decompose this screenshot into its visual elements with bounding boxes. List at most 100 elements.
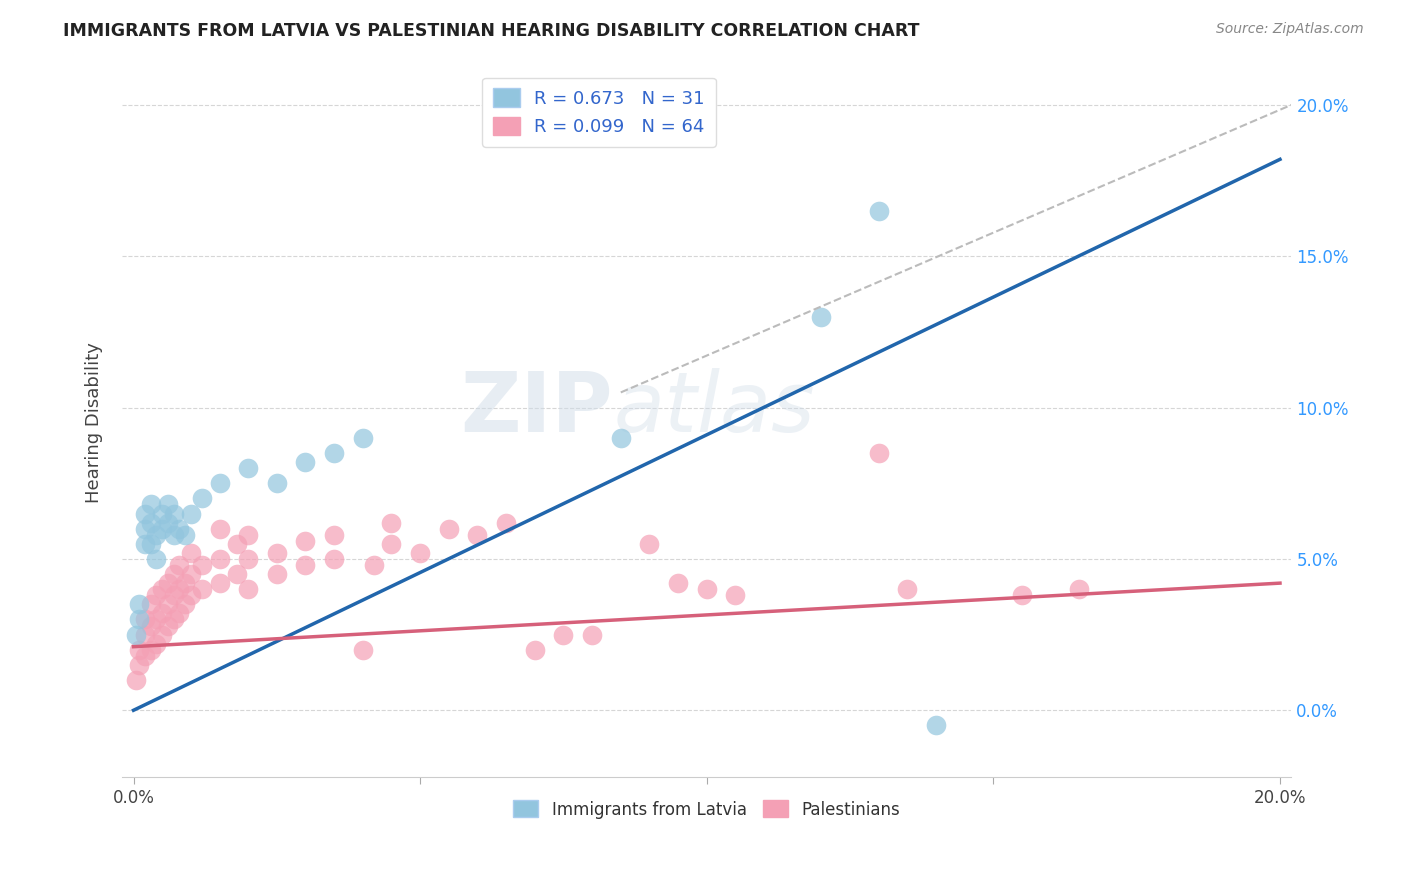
Point (145, 527, 167, 541)
Point (145, 552, 167, 566)
Point (294, 533, 316, 548)
Point (380, 537, 402, 551)
Point (225, 567, 247, 582)
Point (128, 597, 150, 611)
Point (238, 552, 260, 566)
Point (896, 582, 918, 597)
Point (208, 522, 231, 536)
Point (180, 507, 202, 521)
Point (191, 558, 214, 572)
Point (145, 612, 167, 626)
Point (150, 627, 173, 641)
Point (163, 527, 186, 541)
Point (134, 648, 156, 663)
Point (139, 537, 162, 551)
Point (380, 516, 402, 530)
Point (169, 522, 191, 536)
Point (150, 507, 173, 521)
Point (467, 527, 489, 541)
Point (145, 588, 167, 602)
Point (610, 431, 633, 445)
Point (266, 567, 288, 582)
Point (174, 597, 197, 611)
Point (208, 576, 231, 591)
Point (134, 612, 156, 626)
Text: IMMIGRANTS FROM LATVIA VS PALESTINIAN HEARING DISABILITY CORRELATION CHART: IMMIGRANTS FROM LATVIA VS PALESTINIAN HE… (63, 22, 920, 40)
Y-axis label: Hearing Disability: Hearing Disability (86, 343, 103, 503)
Point (238, 461, 260, 475)
Point (323, 552, 346, 566)
Point (139, 618, 162, 632)
Point (156, 516, 179, 530)
Point (810, 310, 832, 324)
Point (523, 642, 546, 657)
Point (437, 522, 460, 536)
Point (169, 558, 191, 572)
Point (139, 597, 162, 611)
Point (125, 627, 148, 641)
Point (495, 516, 517, 530)
Point (145, 637, 167, 651)
Point (1069, 582, 1091, 597)
Point (163, 588, 186, 602)
Point (174, 576, 197, 591)
Point (868, 446, 890, 460)
Point (156, 618, 179, 632)
Point (150, 582, 173, 597)
Point (139, 642, 162, 657)
Point (134, 522, 156, 536)
Point (666, 576, 689, 591)
Point (156, 597, 179, 611)
Point (134, 627, 156, 641)
Point (150, 522, 173, 536)
Point (191, 582, 214, 597)
Point (363, 558, 385, 572)
Point (125, 673, 148, 687)
Point (1011, 588, 1033, 602)
Point (266, 546, 288, 560)
Point (352, 642, 374, 657)
Point (139, 516, 162, 530)
Point (191, 491, 214, 506)
Point (128, 657, 150, 672)
Point (352, 431, 374, 445)
Point (128, 642, 150, 657)
Legend: Immigrants from Latvia, Palestinians: Immigrants from Latvia, Palestinians (506, 794, 907, 825)
Point (208, 476, 231, 491)
Point (238, 527, 260, 541)
Point (323, 527, 346, 541)
Point (180, 588, 202, 602)
Point (169, 607, 191, 621)
Point (294, 558, 316, 572)
Point (266, 476, 288, 491)
Text: atlas: atlas (613, 368, 815, 449)
Point (163, 567, 186, 582)
Point (134, 507, 156, 521)
Point (208, 552, 231, 566)
Point (139, 497, 162, 511)
Point (553, 627, 575, 641)
Point (409, 546, 432, 560)
Point (724, 588, 747, 602)
Point (156, 576, 179, 591)
Point (163, 612, 186, 626)
Point (128, 612, 150, 626)
Point (638, 537, 661, 551)
Point (174, 527, 197, 541)
Point (225, 537, 247, 551)
Point (163, 507, 186, 521)
Point (169, 582, 191, 597)
Point (238, 582, 260, 597)
Point (294, 455, 316, 469)
Point (323, 446, 346, 460)
Point (180, 567, 202, 582)
Point (156, 497, 179, 511)
Point (696, 582, 718, 597)
Point (868, 203, 890, 218)
Point (150, 607, 173, 621)
Text: ZIP: ZIP (461, 368, 613, 449)
Point (134, 537, 156, 551)
Text: Source: ZipAtlas.com: Source: ZipAtlas.com (1216, 22, 1364, 37)
Point (180, 546, 202, 560)
Point (925, 718, 948, 732)
